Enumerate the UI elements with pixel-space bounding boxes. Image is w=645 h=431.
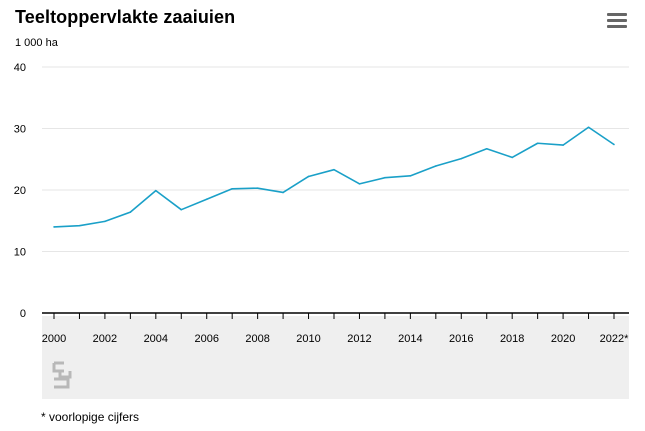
- data-point: [282, 191, 284, 194]
- data-point: [53, 226, 55, 228]
- data-point: [409, 175, 412, 177]
- x-tick-label: 2020: [551, 333, 575, 345]
- data-point: [511, 156, 513, 159]
- hamburger-menu-icon[interactable]: [607, 13, 627, 31]
- y-tick-label: 0: [20, 308, 26, 320]
- data-point: [435, 165, 437, 167]
- data-point: [562, 144, 564, 146]
- x-tick-label: 2018: [500, 333, 524, 345]
- data-point: [587, 126, 590, 129]
- data-point: [333, 168, 335, 171]
- x-tick-label: 2006: [194, 333, 218, 345]
- data-point: [78, 224, 81, 227]
- data-point: [358, 183, 361, 185]
- x-tick-label: 2014: [398, 333, 422, 345]
- y-tick-label: 30: [14, 124, 26, 136]
- data-point: [129, 211, 132, 213]
- data-point: [256, 187, 259, 189]
- x-tick-label: 2008: [245, 333, 269, 345]
- data-point: [231, 187, 233, 190]
- series-line: [53, 126, 615, 228]
- footnote: * voorlopige cijfers: [41, 410, 140, 424]
- data-point: [536, 142, 539, 145]
- x-tick-label: 2022*: [600, 333, 629, 345]
- y-tick-label: 40: [14, 62, 26, 74]
- data-point: [307, 175, 310, 178]
- x-tick-label: 2004: [144, 333, 168, 345]
- unit-label: 1 000 ha: [15, 37, 58, 49]
- data-point: [613, 143, 615, 146]
- x-tick-label: 2016: [449, 333, 473, 345]
- data-point: [205, 198, 208, 201]
- data-point: [485, 147, 488, 150]
- x-axis-band: [42, 316, 629, 399]
- data-point: [180, 208, 183, 211]
- x-tick-label: 2000: [42, 333, 66, 345]
- cbs-logo-icon: [52, 361, 72, 389]
- y-tick-label: 10: [14, 247, 26, 259]
- x-tick-label: 2002: [93, 333, 117, 345]
- chart-title: Teeltoppervlakte zaaiuien: [15, 7, 236, 27]
- data-point: [460, 157, 463, 160]
- x-tick-label: 2010: [296, 333, 320, 345]
- data-point: [104, 220, 106, 223]
- x-tick-label: 2012: [347, 333, 371, 345]
- y-tick-label: 20: [14, 185, 26, 197]
- data-point: [155, 189, 157, 192]
- data-point: [384, 176, 386, 179]
